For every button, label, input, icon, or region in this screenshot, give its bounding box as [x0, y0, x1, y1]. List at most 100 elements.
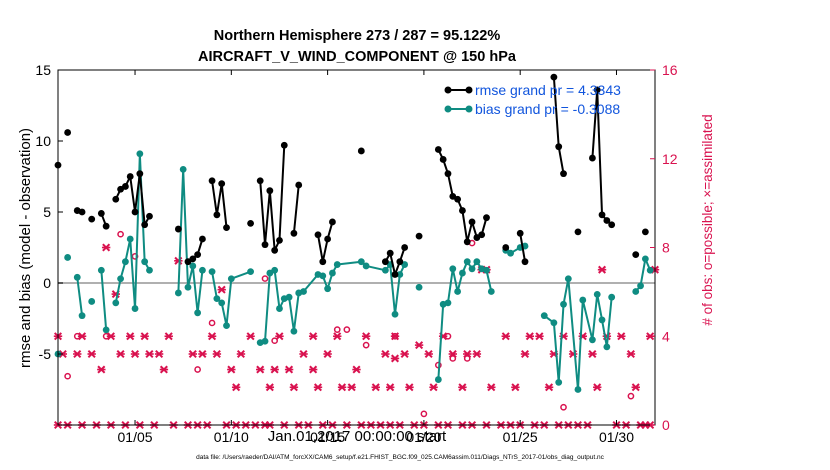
obs-assimilated-point: [525, 332, 535, 341]
obs-assimilated-point: [159, 365, 169, 374]
obs-assimilated-point: [414, 341, 424, 350]
y-left-tick-label: -5: [39, 346, 52, 362]
obs-assimilated-point: [463, 349, 472, 359]
bias-line-segment: [543, 277, 613, 391]
bias-point: [454, 288, 462, 295]
y-left-tick-label: 5: [43, 204, 51, 220]
obs-assimilated-point: [520, 349, 530, 359]
obs-assimilated-point: [400, 349, 409, 359]
rmse-point: [146, 212, 153, 220]
x-axis: 01/05 01/10 01/15 01/20 01/25 01/30: [118, 70, 634, 445]
obs-assimilated-point: [448, 349, 457, 359]
bias-point: [540, 312, 548, 320]
rmse-point: [194, 251, 202, 258]
x-tick-label: 01/05: [118, 429, 153, 445]
obs-assimilated-point: [588, 349, 597, 359]
rmse-point: [88, 215, 96, 223]
legend-bias-marker-right: [465, 105, 473, 113]
obs-possible-point: [463, 355, 471, 362]
obs-assimilated-point: [390, 354, 400, 363]
obs-assimilated-point: [236, 349, 246, 359]
bias-point: [199, 266, 206, 274]
bias-point: [560, 300, 567, 308]
rmse-point: [122, 183, 129, 190]
plot-area: [58, 70, 655, 425]
obs-assimilated-point: [501, 332, 510, 341]
rmse-point: [213, 211, 221, 219]
bias-point: [574, 386, 582, 393]
bias-point: [444, 299, 452, 307]
bias-point: [141, 258, 149, 266]
bias-point: [555, 379, 563, 386]
y-axis-left: -5 0 5 10 15: [35, 62, 63, 362]
bias-point: [319, 272, 327, 280]
rmse-point: [295, 181, 303, 189]
obs-assimilated-point: [265, 383, 275, 392]
rmse-point: [314, 231, 322, 239]
y-axis-left-label: rmse and bias (model - observation): [17, 128, 34, 368]
bias-point: [329, 269, 336, 277]
rmse-point: [266, 187, 274, 195]
bias-point: [247, 268, 254, 276]
rmse-point: [459, 207, 466, 214]
obs-assimilated-point: [429, 383, 438, 392]
bias-point: [300, 288, 307, 295]
legend-bias-label: bias grand pr = -0.3088: [475, 101, 620, 117]
rmse-point: [439, 156, 447, 163]
obs-assimilated-point: [188, 349, 198, 359]
obs-assimilated-point: [126, 332, 135, 341]
y-left-tick-label: 10: [35, 133, 51, 149]
rmse-line-segment: [519, 233, 526, 262]
rmse-point: [174, 225, 182, 233]
rmse-point: [396, 258, 404, 266]
obs-assimilated-point: [164, 332, 173, 341]
obs-possible-point: [194, 366, 201, 373]
rmse-point: [434, 146, 442, 153]
rmse-line-segment: [316, 221, 334, 263]
legend-bias-marker-left: [444, 105, 452, 113]
rmse-point: [357, 147, 365, 155]
bias-point: [632, 288, 640, 295]
rmse-point: [574, 228, 582, 236]
x-tick-label: 01/20: [406, 429, 441, 445]
y-right-tick-label: 0: [662, 417, 670, 433]
bias-point: [593, 290, 601, 298]
rmse-point: [391, 271, 399, 278]
rmse-point: [598, 211, 606, 219]
obs-assimilated-point: [217, 285, 226, 294]
rmse-point: [454, 195, 462, 203]
obs-assimilated-point: [511, 383, 520, 392]
rmse-point: [550, 73, 558, 81]
rmse-point: [463, 238, 471, 246]
obs-possible-point: [449, 355, 457, 362]
obs-possible-point: [560, 403, 567, 411]
obs-assimilated-point: [347, 383, 356, 392]
rmse-point: [280, 141, 288, 149]
obs-assimilated-point: [299, 349, 308, 359]
rmse-point: [608, 221, 616, 229]
bias-point: [507, 249, 514, 257]
rmse-point: [483, 214, 490, 222]
obs-assimilated-point: [77, 332, 87, 341]
rmse-point: [560, 170, 567, 178]
y-right-tick-label: 4: [662, 328, 670, 344]
rmse-point: [199, 235, 206, 243]
bias-point: [126, 235, 134, 243]
x-tick-label: 01/30: [599, 429, 634, 445]
obs-assimilated-point: [246, 332, 255, 341]
bias-point: [194, 309, 202, 317]
obs-assimilated-point: [116, 349, 125, 359]
bias-point: [434, 376, 442, 383]
rmse-point: [276, 237, 283, 244]
rmse-point: [386, 249, 394, 257]
bias-point: [579, 296, 587, 304]
bias-line-segment: [634, 257, 652, 293]
bias-point: [227, 275, 235, 283]
legend-rmse-marker-right: [465, 86, 473, 94]
bias-point: [122, 258, 129, 266]
bias-point: [608, 293, 616, 301]
y-right-tick-label: 12: [662, 151, 678, 167]
obs-assimilated-point: [626, 349, 636, 359]
rmse-point: [632, 251, 640, 258]
rmse-point: [247, 219, 254, 227]
